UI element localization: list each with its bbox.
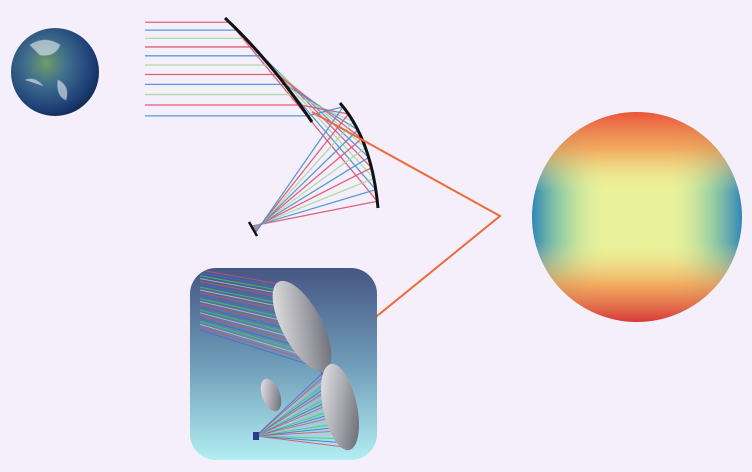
light-ray <box>255 113 349 232</box>
light-ray <box>300 104 349 115</box>
render-mirrors <box>253 280 359 451</box>
render-detector <box>253 432 259 440</box>
light-ray <box>307 106 344 117</box>
light-ray <box>253 138 363 231</box>
connector-line <box>311 111 502 361</box>
primary-mirror <box>223 16 314 123</box>
light-ray <box>251 200 378 227</box>
light-ray <box>255 367 329 437</box>
earth <box>11 28 99 116</box>
light-ray <box>255 106 344 233</box>
light-ray <box>255 435 352 444</box>
wavefront-map-vertical <box>532 112 742 322</box>
light-ray <box>260 55 370 158</box>
render-tertiary <box>260 378 282 412</box>
light-ray <box>255 370 331 437</box>
secondary-mirror <box>338 102 380 209</box>
light-ray <box>253 156 370 229</box>
light-ray <box>292 93 354 123</box>
light-ray <box>254 121 354 232</box>
render-primary <box>272 280 332 372</box>
light-ray <box>199 269 286 286</box>
light-ray <box>252 167 372 229</box>
light-ray <box>255 435 353 449</box>
light-ray <box>252 188 376 228</box>
clouds <box>24 39 68 101</box>
light-ray <box>255 377 335 437</box>
detector <box>247 221 259 237</box>
render-secondary <box>321 363 359 451</box>
light-ray <box>268 64 366 149</box>
light-ray <box>199 326 319 364</box>
light-ray <box>199 272 287 289</box>
light-ray <box>254 129 359 231</box>
light-ray <box>199 329 321 369</box>
light-ray <box>255 373 333 437</box>
light-ray <box>199 275 288 293</box>
light-ray <box>253 147 366 230</box>
light-ray <box>252 177 375 228</box>
